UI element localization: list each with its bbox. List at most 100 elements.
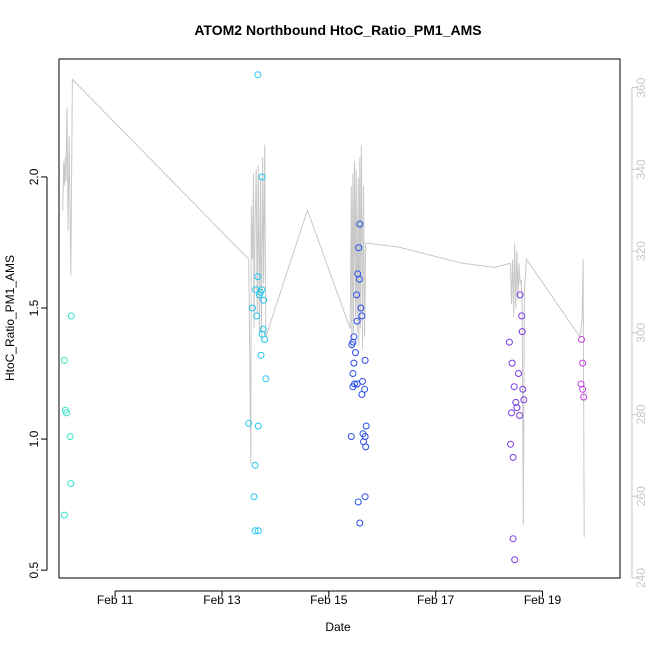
data-point [63, 409, 70, 417]
data-point [254, 71, 262, 79]
x-tick-label: Feb 15 [310, 593, 348, 607]
data-point [515, 370, 522, 377]
data-point [347, 433, 355, 440]
data-point [253, 312, 261, 320]
data-point [60, 511, 68, 519]
data-point [260, 296, 268, 304]
data-point [258, 286, 266, 294]
data-point [579, 359, 587, 367]
data-point [355, 275, 363, 283]
points-layer [60, 71, 588, 564]
data-point [67, 480, 75, 488]
y2-tick-label: 300 [634, 322, 648, 342]
data-point [509, 453, 517, 461]
data-point [578, 336, 585, 343]
data-point [349, 383, 357, 391]
data-point [359, 377, 366, 385]
right-axis-series-layer [62, 78, 585, 538]
data-point [516, 412, 524, 419]
data-point [254, 273, 262, 281]
data-point [361, 493, 369, 501]
data-point [348, 341, 356, 349]
y2-tick-label: 240 [634, 568, 648, 588]
data-point [511, 556, 519, 564]
data-point [262, 375, 270, 383]
data-point [508, 359, 516, 367]
y-axis-label: HtoC_Ratio_PM1_AMS [3, 255, 17, 381]
y-axis-left: 0.5 1.0 1.5 2.0 [27, 168, 48, 578]
data-point [520, 396, 528, 404]
data-point [505, 338, 513, 346]
series-line-right-axis [62, 78, 585, 538]
data-point [250, 493, 258, 501]
data-point [257, 351, 265, 359]
data-point [248, 304, 256, 312]
plot-frame [58, 58, 621, 579]
series-group [245, 71, 270, 535]
y2-tick-label: 360 [634, 77, 648, 97]
data-point [354, 498, 362, 506]
series-group [347, 220, 370, 527]
data-point [349, 370, 357, 377]
data-point [361, 356, 369, 364]
data-point [357, 304, 365, 312]
data-point [60, 356, 68, 364]
series-group [577, 336, 588, 401]
data-point [353, 317, 361, 325]
data-point [510, 383, 518, 391]
data-point [259, 325, 267, 333]
y2-tick-label: 320 [634, 241, 648, 261]
data-point [67, 312, 75, 320]
data-point [513, 404, 521, 412]
data-point [258, 173, 266, 181]
series-group [60, 312, 75, 519]
x-axis-label: Date [325, 620, 351, 634]
data-point [355, 244, 363, 252]
data-point [258, 330, 266, 338]
data-point [251, 461, 259, 469]
data-point [580, 393, 588, 401]
data-point [516, 291, 524, 299]
data-point [353, 291, 361, 299]
data-point [518, 312, 526, 320]
data-point [245, 419, 253, 427]
data-point [261, 336, 269, 343]
data-point [362, 443, 370, 451]
data-point [358, 312, 366, 320]
data-point [350, 359, 358, 367]
x-tick-label: Feb 19 [524, 593, 562, 607]
data-point [362, 422, 370, 430]
data-point [254, 527, 262, 535]
chart-title: ATOM2 Northbound HtoC_Ratio_PM1_AMS [194, 22, 481, 38]
data-point [356, 519, 364, 527]
y2-tick-label: 260 [634, 486, 648, 506]
data-point [254, 422, 262, 430]
y-tick-label: 1.0 [27, 430, 41, 447]
y2-tick-label: 340 [634, 159, 648, 179]
x-tick-label: Feb 11 [97, 593, 134, 607]
data-point [66, 433, 74, 440]
data-point [518, 328, 526, 336]
data-point [519, 385, 527, 393]
data-point [350, 333, 358, 341]
data-point [352, 349, 359, 357]
x-axis: Feb 11 Feb 13 Feb 15 Feb 17 Feb 19 [97, 590, 562, 607]
x-tick-label: Feb 13 [203, 593, 241, 607]
x-tick-label: Feb 17 [417, 593, 455, 607]
y-tick-label: 2.0 [27, 168, 41, 185]
data-point [507, 440, 514, 448]
data-point [512, 398, 520, 406]
data-point [579, 385, 587, 393]
series-group [505, 291, 528, 564]
data-point [251, 527, 259, 535]
data-point [356, 220, 364, 228]
y-axis-right: 240 260 280 300 320 340 360 [631, 77, 648, 588]
y-tick-label: 1.5 [27, 299, 41, 316]
data-point [358, 391, 366, 398]
data-point [509, 535, 517, 543]
y-tick-label: 0.5 [27, 561, 41, 578]
data-point [508, 409, 515, 417]
y2-tick-label: 280 [634, 404, 648, 424]
